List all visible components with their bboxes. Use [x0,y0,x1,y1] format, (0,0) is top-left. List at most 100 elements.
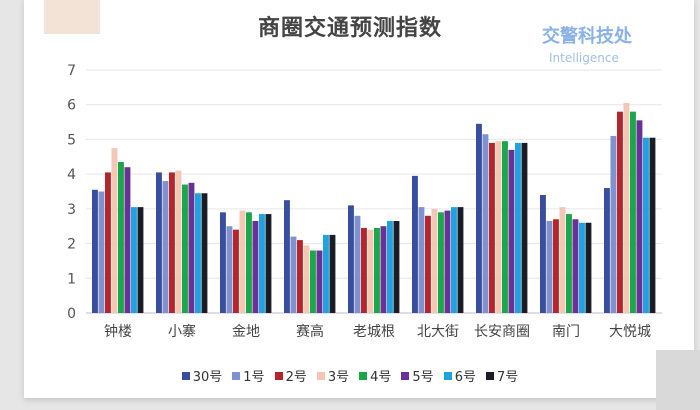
bar [220,212,226,313]
bar [297,240,303,313]
bar [393,221,400,313]
bar [252,221,259,313]
watermark-text: 交警科技处 [542,26,632,47]
bar [175,170,182,313]
watermark-subtext: Intelligence [549,51,619,65]
legend-item: 3号 [316,366,350,385]
bar [623,102,630,313]
x-tick-label: 金地 [232,324,260,340]
bar [201,193,208,313]
bar [579,222,585,313]
legend-swatch [316,371,325,380]
x-tick-label: 钟楼 [104,323,132,340]
bar [521,142,528,313]
bar [559,207,566,313]
bar [361,227,367,313]
bar [124,167,131,313]
bar [451,207,457,313]
bar [374,227,380,313]
legend-item: 30号 [181,366,223,385]
bar [457,207,464,313]
bar [630,111,636,314]
legend-label: 4号 [370,370,392,385]
bar [284,200,290,313]
legend-item: 5号 [401,366,434,385]
bar [380,226,387,313]
bar [585,222,592,313]
bar [610,135,617,313]
bar [246,212,252,313]
bar [495,141,502,313]
bar [310,250,316,313]
bar [354,215,361,313]
legend-label: 3号 [327,370,350,385]
bar [508,149,515,313]
bar [546,221,553,313]
legend-label: 1号 [243,370,265,385]
x-tick-label: 长安商圈 [474,324,530,340]
bar [412,175,418,313]
bar [515,142,521,313]
bar [649,137,656,313]
bar [239,210,246,313]
bar [316,250,323,313]
legend-swatch [232,371,241,380]
legend-item: 2号 [274,366,307,385]
x-tick-label: 南门 [552,324,580,340]
bar [92,189,98,313]
bar [502,141,508,313]
legend-item: 6号 [443,366,476,385]
bar [188,182,195,313]
bar [182,184,188,313]
y-tick-label: 5 [67,132,76,148]
bar [553,219,559,313]
bar [259,214,265,313]
y-tick-label: 3 [67,202,76,218]
legend-swatch [359,371,368,380]
x-tick-label: 赛高 [296,323,324,340]
bar [367,229,374,313]
chart-legend: 30号 1号 2号 3号 4号 5号 6号 7号 [0,366,700,385]
x-tick-label: 老城根 [353,324,395,340]
bar [329,234,336,313]
legend-label: 30号 [192,370,223,385]
y-tick-label: 6 [67,98,76,114]
bar [387,221,393,313]
bar [438,212,444,313]
bar [111,148,118,313]
bar [233,229,239,313]
x-tick-label: 北大街 [417,324,459,340]
x-tick-label: 小寨 [168,323,196,340]
legend-label: 5号 [412,370,434,385]
bar [572,219,579,313]
bar [156,172,162,313]
bar [425,215,431,313]
bar [118,161,124,313]
bar [105,172,111,313]
legend-label: 2号 [285,370,307,385]
bar [566,214,572,313]
bar [617,111,623,314]
bar [137,207,144,313]
bar [418,207,425,313]
bar [169,172,175,313]
bar [476,123,482,313]
y-tick-label: 7 [67,63,76,79]
y-tick-label: 0 [67,306,76,322]
y-tick-label: 2 [67,237,76,253]
bar [303,245,310,313]
corner-tab-decoration [44,0,100,34]
bar [540,194,546,313]
chart-title: 商圈交通预测指数 [257,16,442,41]
bar [636,120,643,313]
legend-swatch [181,371,190,380]
legend-swatch [443,371,452,380]
legend-swatch [274,371,283,380]
legend-label: 6号 [454,370,476,385]
bar [431,208,438,313]
bar [265,214,272,313]
bar [195,193,201,313]
x-tick-label: 大悦城 [609,324,651,340]
